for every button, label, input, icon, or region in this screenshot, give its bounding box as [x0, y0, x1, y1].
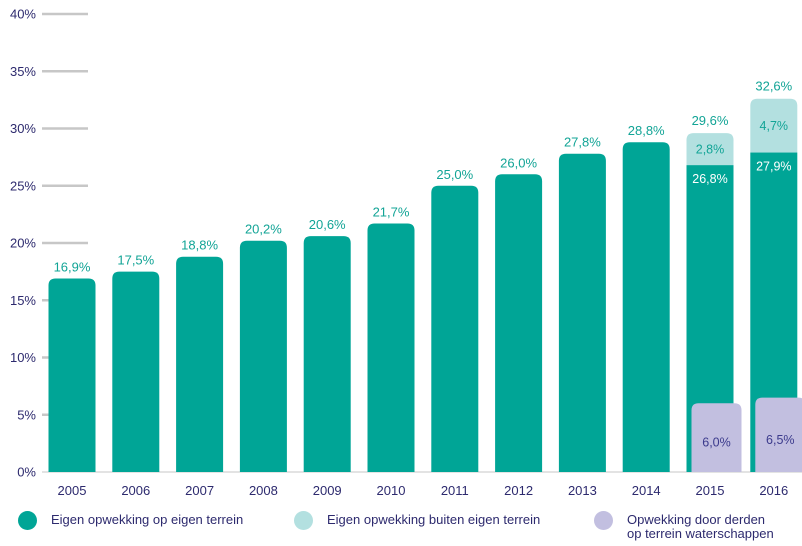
data-label: 2,8% [696, 143, 725, 157]
bar-third-party [755, 397, 802, 472]
x-tick-label: 2005 [58, 483, 87, 498]
data-label: 28,8% [628, 123, 665, 138]
y-tick-label: 25% [10, 178, 36, 193]
data-label: 6,0% [702, 436, 731, 450]
data-label: 27,8% [564, 135, 601, 150]
data-label: 17,5% [117, 253, 154, 268]
bar-own-terrain [495, 174, 543, 473]
legend-label-own-terrain: Eigen opwekking op eigen terrein [51, 512, 244, 527]
y-tick-label: 40% [10, 7, 36, 22]
y-tick-label: 35% [10, 64, 36, 79]
bar-third-party [691, 403, 742, 472]
x-tick-label: 2007 [185, 483, 214, 498]
legend-item-own-terrain: Eigen opwekking op eigen terrein [18, 511, 243, 530]
legend: Eigen opwekking op eigen terrein Eigen o… [0, 511, 802, 546]
y-tick-label: 10% [10, 350, 36, 365]
bar-own-terrain [112, 271, 160, 472]
data-label: 26,8% [692, 172, 727, 186]
bar-outside-terrain [686, 133, 734, 166]
legend-swatch-third-party [594, 511, 613, 530]
data-label: 18,8% [181, 238, 218, 253]
legend-label-outside-terrain: Eigen opwekking buiten eigen terrein [327, 512, 541, 527]
x-tick-label: 2011 [441, 483, 469, 498]
legend-swatch-outside-terrain [294, 511, 313, 530]
data-label: 25,0% [436, 167, 473, 182]
y-tick-label: 20% [10, 236, 36, 251]
bar-chart: 0% 5% 10% 15% 20% 25% 30% 35% 40% 2005 16,9% 2006 17… [10, 7, 802, 498]
total-label: 29,6% [692, 113, 729, 128]
data-label: 20,2% [245, 222, 282, 237]
x-tick-label: 2016 [759, 483, 788, 498]
bar-own-terrain [239, 240, 287, 472]
x-tick-label: 2014 [632, 483, 661, 498]
data-label: 4,7% [760, 119, 789, 133]
y-tick-label: 30% [10, 121, 36, 136]
bar-own-terrain [622, 142, 670, 473]
x-tick-label: 2010 [377, 483, 406, 498]
x-tick-label: 2015 [696, 483, 725, 498]
bar-own-terrain [48, 278, 96, 472]
bar-own-terrain [367, 223, 415, 472]
data-label: 20,6% [309, 217, 346, 232]
bar-own-terrain [431, 185, 479, 472]
data-label: 21,7% [373, 205, 410, 220]
legend-item-outside-terrain: Eigen opwekking buiten eigen terrein [294, 511, 540, 530]
legend-label-third-party: Opwekking door derden op terrein watersc… [627, 513, 774, 541]
legend-item-third-party: Opwekking door derden op terrein watersc… [594, 511, 774, 541]
bar-own-terrain [303, 236, 351, 472]
x-tick-label: 2013 [568, 483, 597, 498]
total-label: 32,6% [755, 79, 792, 94]
legend-label-third-party-line1: Opwekking door derden [627, 512, 766, 527]
x-tick-label: 2006 [121, 483, 150, 498]
x-tick-label: 2008 [249, 483, 278, 498]
y-tick-label: 15% [10, 293, 36, 308]
legend-swatch-own-terrain [18, 511, 37, 530]
data-label: 26,0% [500, 155, 537, 170]
data-label: 27,9% [756, 160, 791, 174]
bar-outside-terrain [750, 98, 798, 153]
y-tick-label: 5% [17, 407, 36, 422]
bar-own-terrain [558, 153, 606, 472]
x-tick-label: 2009 [313, 483, 342, 498]
legend-label-third-party-line2: op terrein waterschappen [627, 526, 774, 541]
y-tick-label: 0% [17, 465, 36, 480]
data-label: 16,9% [54, 259, 91, 274]
data-label: 6,5% [766, 433, 795, 447]
bar-own-terrain [176, 256, 224, 472]
x-tick-label: 2012 [504, 483, 533, 498]
